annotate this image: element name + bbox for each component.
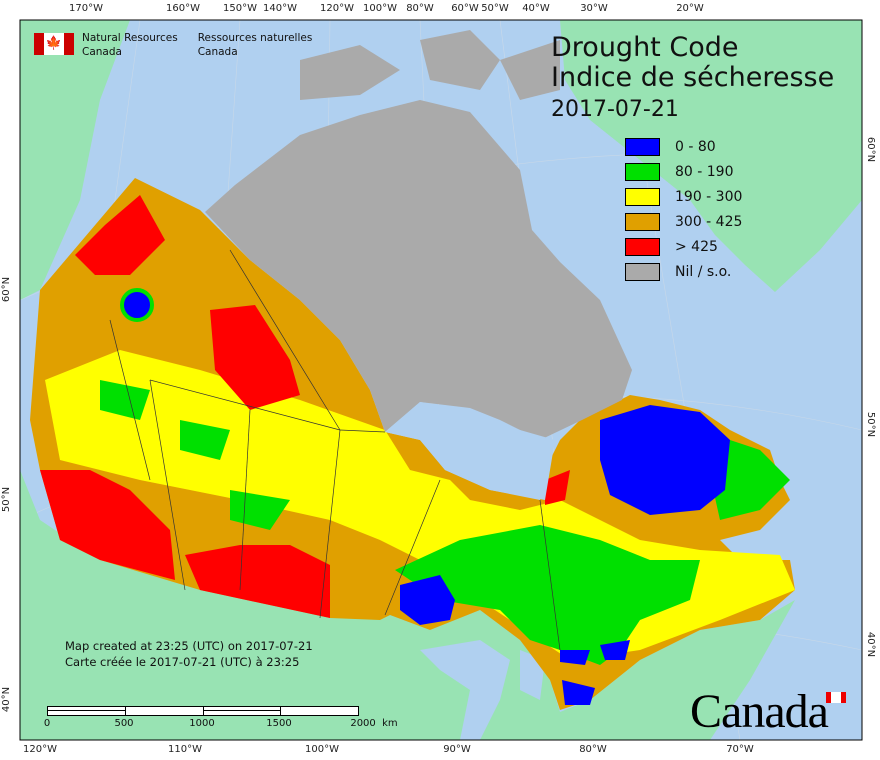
legend-label: 190 - 300 xyxy=(675,188,743,205)
legend-item: 300 - 425 xyxy=(625,209,742,234)
great-lakes xyxy=(420,640,545,740)
bottom-tick-label: 120°W xyxy=(23,744,57,755)
top-tick-label: 160°W xyxy=(166,3,200,14)
map-date: 2017-07-21 xyxy=(551,97,679,122)
left-tick-label: 50°N xyxy=(1,486,13,513)
map-frame xyxy=(19,19,863,741)
org-name-en-2: Canada xyxy=(82,46,122,58)
map-title: Drought Code Indice de sécheresse 2017-0… xyxy=(551,33,834,125)
org-name-fr-2: Canada xyxy=(197,46,238,58)
bottom-tick-label: 90°W xyxy=(443,744,471,755)
nrcan-signature: 🍁 Natural Resources Canada Ressources nat… xyxy=(34,31,324,59)
legend-label: > 425 xyxy=(675,238,718,255)
created-en: Map created at 23:25 (UTC) on 2017-07-21 xyxy=(65,639,313,653)
hudson-bay xyxy=(385,402,555,500)
top-tick-label: 40°W xyxy=(522,3,550,14)
scale-label: 1500 xyxy=(266,718,292,729)
legend-label: 0 - 80 xyxy=(675,138,716,155)
legend-swatch xyxy=(625,137,660,156)
bottom-tick-label: 80°W xyxy=(579,744,607,755)
alaska-land xyxy=(20,20,130,300)
left-tick-label: 40°N xyxy=(1,686,13,713)
bottom-tick-label: 100°W xyxy=(305,744,339,755)
canada-flag-icon: 🍁 xyxy=(34,33,74,55)
left-tick-label: 60°N xyxy=(1,276,13,303)
right-tick-label: 60°N xyxy=(865,136,877,163)
canada-wordmark: Canada xyxy=(690,685,829,738)
scale-label: 500 xyxy=(114,718,134,729)
legend-label: 300 - 425 xyxy=(675,213,743,230)
org-name-fr: Ressources naturelles xyxy=(197,32,313,44)
legend-item: 0 - 80 xyxy=(625,134,742,159)
legend: 0 - 80 80 - 190 190 - 300 300 - 425 > 42… xyxy=(625,134,742,284)
creation-note: Map created at 23:25 (UTC) on 2017-07-21… xyxy=(65,638,313,670)
top-tick-label: 80°W xyxy=(406,3,434,14)
scale-label: 0 xyxy=(43,718,51,729)
legend-label: 80 - 190 xyxy=(675,163,734,180)
top-tick-label: 20°W xyxy=(676,3,704,14)
arctic-nodata xyxy=(205,30,632,440)
legend-item: 80 - 190 xyxy=(625,159,742,184)
legend-swatch xyxy=(625,237,660,256)
top-tick-label: 60°W xyxy=(451,3,479,14)
title-en: Drought Code xyxy=(551,32,739,63)
right-tick-label: 50°N xyxy=(865,411,877,438)
bottom-tick-label: 110°W xyxy=(168,744,202,755)
wordmark-flag-icon xyxy=(826,692,846,703)
right-tick-label: 40°N xyxy=(865,631,877,658)
org-name-en: Natural Resources xyxy=(82,32,178,44)
usa-land xyxy=(20,470,795,740)
legend-swatch xyxy=(625,162,660,181)
legend-item: > 425 xyxy=(625,234,742,259)
region-80-190 xyxy=(100,380,790,665)
province-borders xyxy=(109,249,561,651)
region-over-425 xyxy=(40,195,570,618)
legend-item: Nil / s.o. xyxy=(625,259,742,284)
legend-swatch xyxy=(625,262,660,281)
top-tick-label: 150°W xyxy=(223,3,257,14)
scale-label: 2000 km xyxy=(350,718,398,729)
legend-label: Nil / s.o. xyxy=(675,263,732,280)
legend-swatch xyxy=(625,187,660,206)
top-tick-label: 50°W xyxy=(481,3,509,14)
top-tick-label: 30°W xyxy=(580,3,608,14)
top-tick-label: 170°W xyxy=(69,3,103,14)
top-tick-label: 140°W xyxy=(263,3,297,14)
region-0-80 xyxy=(400,405,730,705)
greenland-land xyxy=(560,20,862,292)
top-tick-label: 100°W xyxy=(363,3,397,14)
scale-bar xyxy=(47,706,359,716)
region-0-80-yukon xyxy=(120,288,154,322)
title-fr: Indice de sécheresse xyxy=(551,62,835,93)
created-fr: Carte créée le 2017-07-21 (UTC) à 23:25 xyxy=(65,655,300,669)
legend-swatch xyxy=(625,212,660,231)
bottom-tick-label: 70°W xyxy=(726,744,754,755)
legend-item: 190 - 300 xyxy=(625,184,742,209)
scale-label: 1000 xyxy=(189,718,215,729)
top-tick-label: 120°W xyxy=(320,3,354,14)
